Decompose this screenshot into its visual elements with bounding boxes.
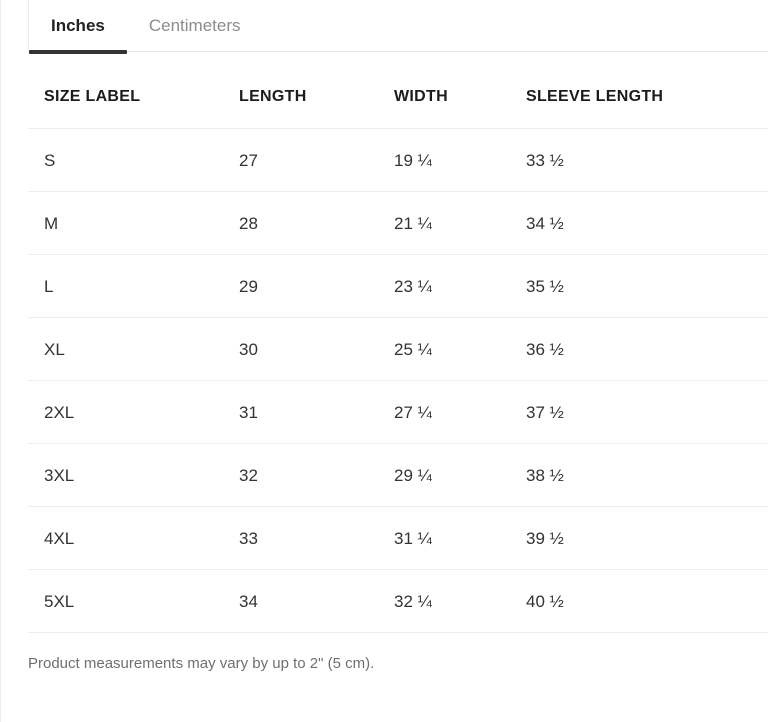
- cell-width: 19 ¼: [394, 150, 432, 170]
- header-width: WIDTH: [394, 88, 448, 105]
- cell-size-label: XL: [44, 339, 65, 359]
- table-row: 4XL 33 31 ¼ 39 ½: [28, 507, 768, 570]
- table-row: M 28 21 ¼ 34 ½: [28, 192, 768, 255]
- table-header-row: SIZE LABEL LENGTH WIDTH SLEEVE LENGTH: [28, 52, 768, 129]
- cell-length: 34: [239, 591, 258, 611]
- cell-length: 33: [239, 528, 258, 548]
- cell-size-label: M: [44, 213, 59, 233]
- table-row: 2XL 31 27 ¼ 37 ½: [28, 381, 768, 444]
- table-row: L 29 23 ¼ 35 ½: [28, 255, 768, 318]
- cell-length: 27: [239, 150, 258, 170]
- header-sleeve-length: SLEEVE LENGTH: [526, 88, 664, 105]
- table-row: 3XL 32 29 ¼ 38 ½: [28, 444, 768, 507]
- cell-width: 32 ¼: [394, 591, 432, 611]
- cell-size-label: 5XL: [44, 591, 75, 611]
- table-row: XL 30 25 ¼ 36 ½: [28, 318, 768, 381]
- cell-width: 25 ¼: [394, 339, 432, 359]
- cell-sleeve-length: 33 ½: [526, 150, 564, 170]
- header-size-label: SIZE LABEL: [44, 88, 141, 105]
- cell-length: 32: [239, 465, 258, 485]
- cell-size-label: 4XL: [44, 528, 75, 548]
- measurement-disclaimer: Product measurements may vary by up to 2…: [28, 655, 375, 672]
- cell-size-label: 3XL: [44, 465, 75, 485]
- cell-sleeve-length: 40 ½: [526, 591, 564, 611]
- unit-tab-bar: Inches Centimeters: [28, 0, 768, 54]
- cell-sleeve-length: 38 ½: [526, 465, 564, 485]
- cell-length: 28: [239, 213, 258, 233]
- cell-length: 29: [239, 276, 258, 296]
- cell-sleeve-length: 36 ½: [526, 339, 564, 359]
- cell-sleeve-length: 34 ½: [526, 213, 564, 233]
- cell-sleeve-length: 37 ½: [526, 402, 564, 422]
- cell-width: 23 ¼: [394, 276, 432, 296]
- table-row: S 27 19 ¼ 33 ½: [28, 129, 768, 192]
- cell-width: 21 ¼: [394, 213, 432, 233]
- cell-sleeve-length: 39 ½: [526, 528, 564, 548]
- cell-width: 27 ¼: [394, 402, 432, 422]
- cell-sleeve-length: 35 ½: [526, 276, 564, 296]
- table-row: 5XL 34 32 ¼ 40 ½: [28, 570, 768, 633]
- cell-size-label: S: [44, 150, 56, 170]
- cell-size-label: L: [44, 276, 54, 296]
- tab-inches[interactable]: Inches: [29, 0, 127, 54]
- cell-size-label: 2XL: [44, 402, 75, 422]
- cell-width: 29 ¼: [394, 465, 432, 485]
- size-guide-table: SIZE LABEL LENGTH WIDTH SLEEVE LENGTH S …: [1, 52, 768, 633]
- cell-width: 31 ¼: [394, 528, 432, 548]
- tab-centimeters[interactable]: Centimeters: [148, 15, 241, 35]
- header-length: LENGTH: [239, 88, 307, 105]
- cell-length: 30: [239, 339, 258, 359]
- cell-length: 31: [239, 402, 258, 422]
